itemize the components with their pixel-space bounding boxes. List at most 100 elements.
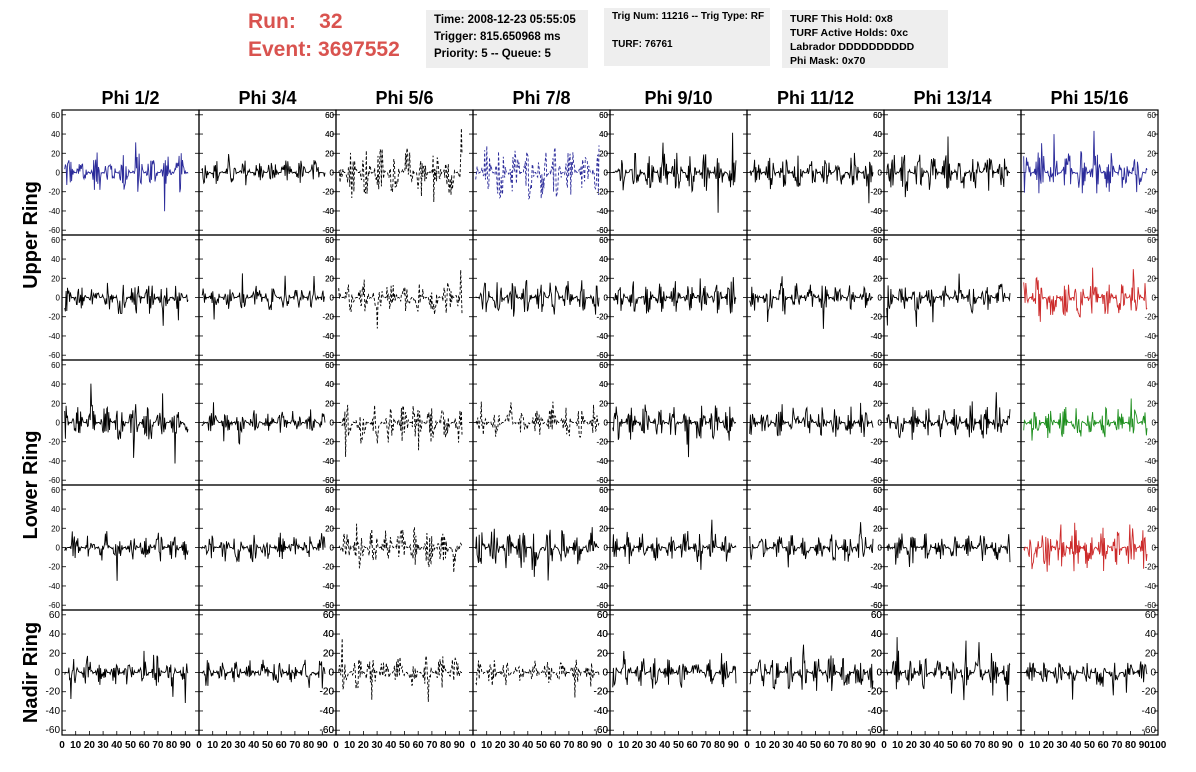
y-tick-label: -40 [322, 582, 334, 591]
y-tick-label: -40 [48, 207, 60, 216]
run-event-header: Run: 32 Event: 3697552 [248, 8, 416, 66]
y-tick-label: 60 [51, 486, 60, 495]
y-tick-label: 40 [599, 380, 608, 389]
y-tick-label: 40 [873, 380, 882, 389]
x-tick-label: 40 [248, 740, 260, 751]
y-tick-label: 60 [325, 111, 334, 120]
y-tick-label: 40 [873, 505, 882, 514]
y-tick-label: 0 [878, 544, 883, 553]
x-tick-label: 0 [1018, 740, 1024, 751]
y-tick-label: 40 [325, 505, 334, 514]
y-tick-label: 60 [597, 610, 609, 621]
y-tick-label: 60 [1145, 610, 1157, 621]
x-tick-label: 30 [235, 740, 247, 751]
y-tick-label: -20 [870, 563, 882, 572]
y-tick-label: 20 [51, 399, 60, 408]
y-tick-label: 0 [56, 169, 61, 178]
x-tick-label: 10 [481, 740, 493, 751]
y-tick-label: -40 [870, 207, 882, 216]
y-tick-label: 0 [330, 544, 335, 553]
y-tick-label: 60 [873, 236, 882, 245]
y-tick-label: 20 [325, 399, 334, 408]
y-tick-label: -20 [870, 563, 882, 572]
y-tick-label: 40 [325, 380, 334, 389]
y-tick-label: -20 [596, 438, 608, 447]
y-tick-label: -60 [322, 601, 334, 610]
y-tick-label: 0 [604, 294, 609, 303]
waveform-trace [338, 128, 463, 203]
x-tick-label: 60 [139, 740, 151, 751]
waveform-trace [338, 523, 463, 573]
waveform-trace [338, 638, 462, 702]
column-title: Phi 3/4 [238, 88, 296, 108]
x-tick-label: 70 [563, 740, 575, 751]
y-tick-label: -60 [868, 725, 883, 736]
y-tick-label: 20 [599, 524, 608, 533]
waveform-trace [1023, 398, 1148, 441]
y-tick-label: 60 [323, 610, 335, 621]
y-tick-label: 40 [873, 255, 882, 264]
y-tick-label: 20 [873, 524, 882, 533]
y-tick-label: 20 [599, 149, 608, 158]
y-tick-label: 60 [873, 486, 882, 495]
y-tick-label: 60 [1147, 361, 1156, 370]
x-tick-label: 10 [892, 740, 904, 751]
waveform-trace [201, 532, 326, 563]
y-tick-label: -40 [870, 457, 882, 466]
y-tick-label: -60 [322, 476, 334, 485]
y-tick-label: -60 [594, 725, 609, 736]
y-tick-label: -60 [596, 476, 608, 485]
y-tick-label: 60 [323, 610, 335, 621]
y-tick-label: 40 [325, 130, 334, 139]
y-tick-label: -40 [48, 332, 60, 341]
y-tick-label: 0 [878, 419, 883, 428]
y-tick-label: -40 [1142, 706, 1157, 717]
x-tick-label: 80 [577, 740, 589, 751]
waveform-trace [886, 533, 1011, 568]
y-tick-label: 60 [597, 610, 609, 621]
run-value: 32 [319, 10, 343, 33]
y-tick-label: 60 [1147, 486, 1156, 495]
y-tick-label: 60 [325, 361, 334, 370]
waveform-trace [201, 273, 326, 320]
x-tick-label: 90 [1139, 740, 1151, 751]
x-tick-label: 0 [744, 740, 750, 751]
y-tick-label: -40 [596, 207, 608, 216]
y-tick-label: 20 [325, 274, 334, 283]
waveform-trace [1023, 267, 1148, 322]
y-tick-label: 40 [51, 380, 60, 389]
y-tick-label: 20 [873, 399, 882, 408]
x-tick-label: 50 [399, 740, 411, 751]
x-tick-label: 30 [98, 740, 110, 751]
y-tick-label: -40 [596, 457, 608, 466]
x-tick-label: 40 [111, 740, 123, 751]
y-tick-label: -60 [46, 725, 61, 736]
y-tick-label: -60 [1144, 601, 1156, 610]
y-tick-label: 0 [602, 668, 608, 679]
y-tick-label: 20 [325, 399, 334, 408]
y-tick-label: 20 [1147, 149, 1156, 158]
y-tick-label: 60 [873, 111, 882, 120]
y-tick-label: 20 [51, 149, 60, 158]
y-tick-label: -40 [1144, 457, 1156, 466]
y-tick-label: 60 [325, 111, 334, 120]
waveform-trace [612, 519, 737, 570]
y-tick-label: 20 [1145, 648, 1157, 659]
y-tick-label: 0 [328, 668, 334, 679]
x-tick-label: 80 [166, 740, 178, 751]
x-tick-label: 90 [728, 740, 740, 751]
y-tick-label: 60 [325, 361, 334, 370]
y-tick-label: -20 [322, 188, 334, 197]
y-tick-label: 40 [1147, 255, 1156, 264]
y-tick-label: -40 [870, 207, 882, 216]
y-tick-label: -20 [1144, 188, 1156, 197]
x-tick-label: 60 [687, 740, 699, 751]
x-tick-label: 20 [769, 740, 781, 751]
y-tick-label: 40 [1147, 380, 1156, 389]
column-title: Phi 11/12 [777, 88, 854, 108]
y-tick-label: 40 [871, 629, 883, 640]
y-tick-label: 60 [599, 236, 608, 245]
waveform-trace [64, 531, 189, 581]
trigger-info-panel: Trig Num: 11216 -- Trig Type: RF TURF: 7… [604, 8, 770, 66]
x-tick-label: 40 [796, 740, 808, 751]
